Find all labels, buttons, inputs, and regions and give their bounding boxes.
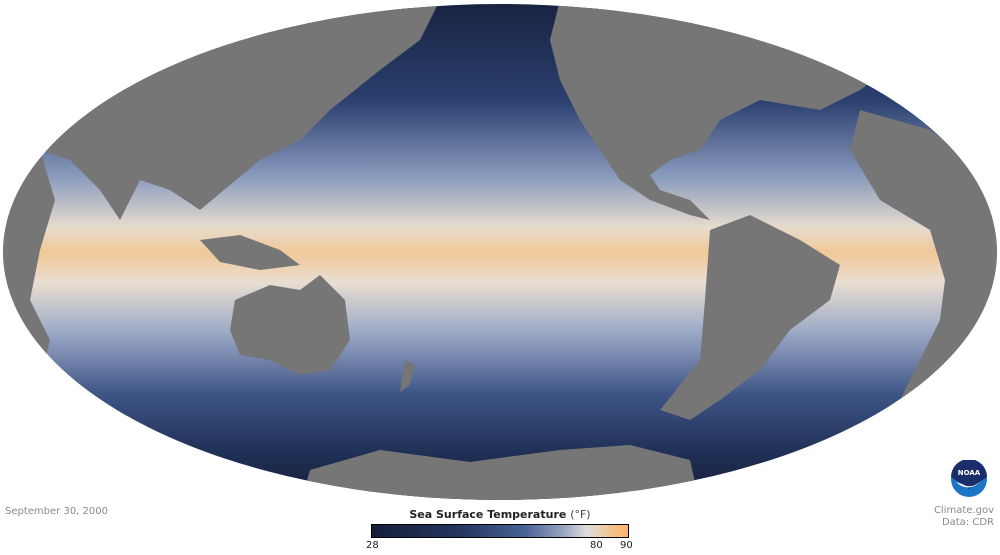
credit-site: Climate.gov xyxy=(933,505,994,516)
sea-surface-temperature-map xyxy=(3,4,997,500)
legend-tick-max: 90 xyxy=(620,540,633,551)
map-date: September 30, 2000 xyxy=(5,506,108,517)
credit: Climate.gov Data: CDR xyxy=(934,505,994,529)
antarctica xyxy=(300,445,700,500)
legend-tick-min: 28 xyxy=(366,540,379,551)
africa-west xyxy=(850,110,997,400)
color-scale-bar xyxy=(371,524,629,538)
greenland xyxy=(780,4,880,50)
noaa-logo-icon: NOAA xyxy=(951,460,987,497)
indonesia xyxy=(200,235,300,270)
legend-tick-80: 80 xyxy=(590,540,603,551)
legend-title: Sea Surface Temperature (°F) xyxy=(370,508,630,521)
south-america xyxy=(660,215,840,420)
ocean xyxy=(3,4,997,500)
logo-text: NOAA xyxy=(958,469,981,477)
australia xyxy=(230,275,350,375)
legend-title-text: Sea Surface Temperature xyxy=(409,508,567,521)
legend-unit: (°F) xyxy=(570,508,591,521)
new-zealand xyxy=(400,360,415,392)
credit-source: Data: CDR xyxy=(941,517,994,528)
